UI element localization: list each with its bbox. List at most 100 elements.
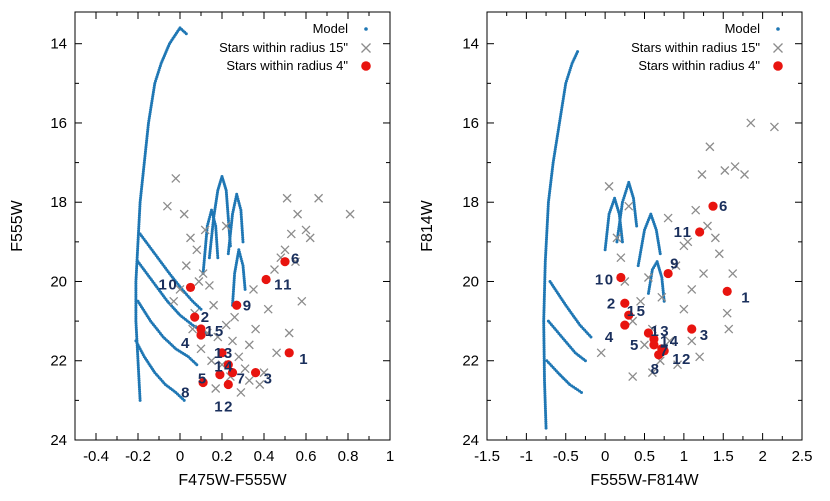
model-point [134,273,138,277]
star-15-marker [284,328,294,338]
model-point [136,368,140,372]
model-point [210,208,213,212]
model-point [605,230,609,234]
model-point [554,145,558,149]
model-point [543,389,547,393]
stars-4-group [616,201,732,360]
star-15-marker [179,209,189,219]
model-point [138,200,142,204]
model-point [240,226,244,230]
model-point [545,227,549,231]
star-15-marker [697,170,707,179]
model-point [137,370,141,374]
star-4-marker-13 [217,348,227,358]
x-axis-title: F475W-F555W [178,472,287,489]
model-point [542,363,546,367]
legend: Model Stars within radius 15" Stars within… [219,21,371,73]
model-point [225,203,229,207]
model-point [637,259,641,263]
model-point [660,282,664,286]
model-point [240,259,244,263]
star-4-marker-2 [620,298,630,308]
model-point [141,174,145,178]
model-point [552,154,556,158]
star-label-4: 4 [605,329,615,346]
model-point [210,236,213,240]
star-15-marker [699,269,709,279]
model-point [563,84,567,88]
model-point [546,200,550,204]
model-point [137,216,141,220]
model-point [138,387,142,391]
model-point [135,266,139,270]
model-point [204,239,208,243]
model-point [225,201,229,205]
model-point [227,241,231,245]
model-point [134,313,138,317]
model-point [147,119,151,123]
model-point [214,231,218,235]
model-point [603,246,607,250]
model-point [549,180,553,184]
model-point [136,244,140,248]
model-point [542,290,546,294]
model-point [546,216,550,220]
model-point [241,240,245,244]
star-15-marker [171,173,181,183]
model-point [544,426,548,430]
model-point [208,215,212,219]
model-point [207,256,211,260]
x-axis: -1.5 -1 -0.5 0 0.5 1 1.5 2 2.5 [474,12,812,465]
model-point [136,249,140,253]
model-point [642,230,646,234]
model-point [202,259,206,263]
model-point [230,221,234,225]
plot-area [542,50,779,430]
model-point [143,154,147,158]
model-point [138,392,142,396]
model-point [550,169,554,173]
model-point [543,271,547,275]
model-point [139,189,143,193]
model-point [243,287,247,291]
model-point [239,210,243,214]
model-point [640,241,644,245]
model-point [638,252,642,256]
model-point [605,232,609,236]
model-point [544,417,548,421]
legend-label-3: Stars within radius 4" [638,58,760,73]
model-point [227,245,231,249]
model-point [209,240,213,244]
star-15-marker [169,296,179,306]
model-point [151,95,155,99]
model-point [137,227,141,231]
model-point [558,119,562,123]
model-point [134,304,138,308]
model-point [148,114,152,118]
legend-marker-stars15 [361,43,371,53]
star-4-marker-11 [261,274,271,285]
legend-label-2: Stars within radius 15" [219,40,348,55]
star-15-marker [636,296,646,306]
model-point [144,141,148,145]
model-point [204,241,208,245]
model-point [562,95,566,99]
model-point [542,315,546,319]
model-point [137,218,141,222]
model-point [546,213,550,217]
model-point [208,254,212,257]
model-point [137,229,141,233]
model-point [140,178,144,182]
model-point [240,219,244,223]
model-point [139,194,143,198]
model-point [142,163,146,167]
star-label-5: 5 [198,371,208,388]
model-point [638,255,642,259]
model-point [134,324,138,328]
star-4-marker-6 [708,201,718,211]
y-tick-label: 24 [50,432,67,449]
model-point [543,394,547,398]
star-4-marker-3 [251,368,261,378]
model-point [229,230,233,234]
model-track-7 [636,212,662,268]
